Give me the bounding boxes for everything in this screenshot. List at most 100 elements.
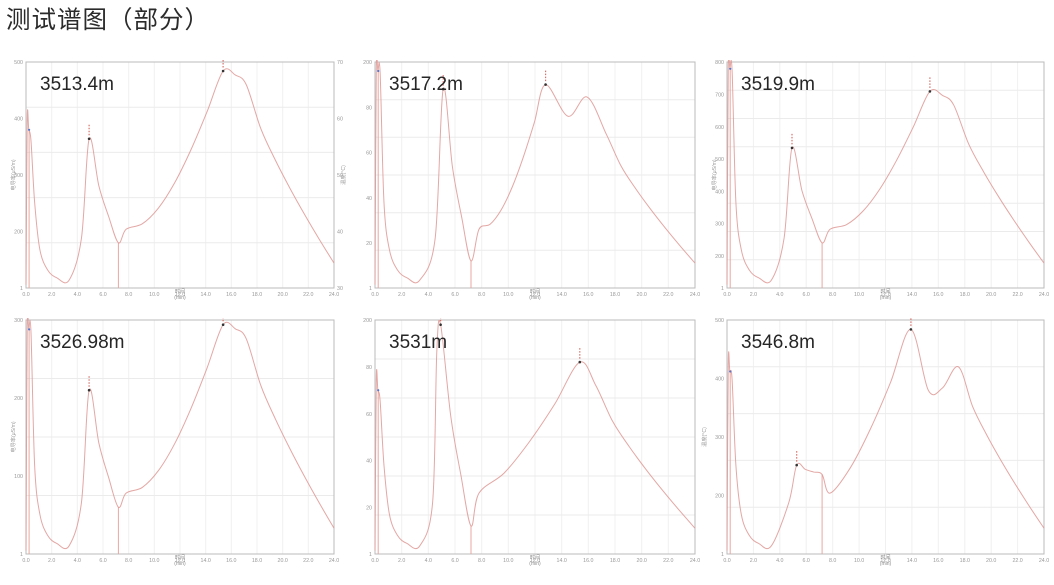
svg-text:24.0: 24.0 (690, 558, 700, 564)
svg-text:(min): (min) (529, 295, 541, 301)
svg-text:300: 300 (14, 318, 23, 324)
svg-text:8.0: 8.0 (478, 292, 485, 298)
svg-text:400: 400 (14, 116, 23, 122)
svg-text:时间: 时间 (175, 288, 185, 295)
svg-text:24.0: 24.0 (329, 558, 339, 564)
svg-text:800: 800 (715, 60, 724, 66)
svg-text:24.0: 24.0 (690, 292, 700, 298)
svg-text:22.0: 22.0 (663, 558, 673, 564)
svg-text:6.0: 6.0 (99, 558, 106, 564)
svg-text:时间: 时间 (530, 288, 540, 295)
svg-text:3519.9m: 3519.9m (741, 74, 815, 95)
svg-text:6.0: 6.0 (803, 558, 810, 564)
svg-text:0.0: 0.0 (723, 558, 730, 564)
svg-text:3526.98m: 3526.98m (40, 332, 125, 353)
svg-text:100: 100 (14, 474, 23, 480)
svg-text:3531m: 3531m (389, 332, 447, 353)
svg-text:18.0: 18.0 (610, 292, 620, 298)
svg-text:(min): (min) (174, 561, 186, 567)
svg-text:16.0: 16.0 (583, 292, 593, 298)
svg-text:700: 700 (715, 92, 724, 98)
svg-text:80: 80 (366, 365, 372, 371)
svg-text:24.0: 24.0 (329, 292, 339, 298)
svg-text:0.0: 0.0 (22, 558, 29, 564)
svg-text:(min): (min) (880, 561, 892, 567)
svg-text:(min): (min) (529, 561, 541, 567)
svg-text:6.0: 6.0 (99, 292, 106, 298)
svg-text:2.0: 2.0 (750, 292, 757, 298)
svg-text:20: 20 (366, 505, 372, 511)
svg-text:4.0: 4.0 (74, 558, 81, 564)
svg-text:18.0: 18.0 (252, 558, 262, 564)
svg-text:200: 200 (715, 494, 724, 500)
svg-text:14.0: 14.0 (557, 292, 567, 298)
svg-text:2.0: 2.0 (48, 292, 55, 298)
svg-text:8.0: 8.0 (125, 292, 132, 298)
svg-text:0.0: 0.0 (371, 292, 378, 298)
svg-text:3513.4m: 3513.4m (40, 74, 114, 95)
svg-text:时间: 时间 (880, 288, 890, 295)
svg-text:(min): (min) (880, 295, 892, 301)
svg-text:电导率(μS/m): 电导率(μS/m) (9, 421, 17, 453)
svg-text:温度(°C): 温度(°C) (339, 164, 347, 184)
svg-text:16.0: 16.0 (933, 292, 943, 298)
svg-text:4.0: 4.0 (425, 558, 432, 564)
svg-text:2.0: 2.0 (398, 558, 405, 564)
svg-text:16.0: 16.0 (583, 558, 593, 564)
svg-text:8.0: 8.0 (829, 292, 836, 298)
svg-text:16.0: 16.0 (933, 558, 943, 564)
svg-text:18.0: 18.0 (252, 292, 262, 298)
svg-text:300: 300 (715, 221, 724, 227)
svg-text:60: 60 (366, 150, 372, 156)
svg-text:3546.8m: 3546.8m (741, 332, 815, 353)
svg-text:2.0: 2.0 (48, 558, 55, 564)
svg-text:4.0: 4.0 (425, 292, 432, 298)
svg-text:时间: 时间 (530, 554, 540, 561)
svg-text:22.0: 22.0 (1012, 292, 1022, 298)
svg-text:10.0: 10.0 (503, 558, 513, 564)
svg-text:14.0: 14.0 (907, 292, 917, 298)
svg-text:4.0: 4.0 (74, 292, 81, 298)
svg-text:2.0: 2.0 (398, 292, 405, 298)
svg-text:10.0: 10.0 (149, 558, 159, 564)
svg-text:40: 40 (337, 229, 343, 235)
svg-text:20.0: 20.0 (278, 292, 288, 298)
svg-text:200: 200 (363, 318, 372, 324)
svg-text:20.0: 20.0 (637, 292, 647, 298)
svg-text:6.0: 6.0 (803, 292, 810, 298)
svg-text:500: 500 (14, 60, 23, 66)
svg-text:70: 70 (337, 60, 343, 66)
svg-text:20.0: 20.0 (986, 292, 996, 298)
svg-text:500: 500 (715, 318, 724, 324)
svg-text:22.0: 22.0 (663, 292, 673, 298)
svg-text:80: 80 (366, 105, 372, 111)
svg-text:14.0: 14.0 (557, 558, 567, 564)
svg-text:600: 600 (715, 124, 724, 130)
svg-text:电导率(μS/m): 电导率(μS/m) (710, 159, 718, 191)
svg-text:14.0: 14.0 (201, 292, 211, 298)
svg-text:10.0: 10.0 (503, 292, 513, 298)
svg-text:4.0: 4.0 (776, 558, 783, 564)
svg-text:4.0: 4.0 (776, 292, 783, 298)
svg-text:200: 200 (14, 396, 23, 402)
svg-text:10.0: 10.0 (854, 292, 864, 298)
svg-text:24.0: 24.0 (1039, 558, 1049, 564)
svg-text:200: 200 (715, 253, 724, 259)
svg-text:14.0: 14.0 (907, 558, 917, 564)
svg-text:22.0: 22.0 (303, 558, 313, 564)
svg-text:40: 40 (366, 195, 372, 201)
svg-text:8.0: 8.0 (125, 558, 132, 564)
svg-text:0.0: 0.0 (723, 292, 730, 298)
svg-text:18.0: 18.0 (610, 558, 620, 564)
svg-text:24.0: 24.0 (1039, 292, 1049, 298)
svg-text:200: 200 (14, 229, 23, 235)
svg-text:10.0: 10.0 (854, 558, 864, 564)
svg-text:时间: 时间 (880, 554, 890, 561)
svg-text:8.0: 8.0 (478, 558, 485, 564)
svg-text:电导率(μS/m): 电导率(μS/m) (9, 159, 17, 191)
svg-text:18.0: 18.0 (960, 292, 970, 298)
svg-text:2.0: 2.0 (750, 558, 757, 564)
svg-text:6.0: 6.0 (451, 292, 458, 298)
svg-text:60: 60 (366, 412, 372, 418)
svg-text:300: 300 (715, 435, 724, 441)
